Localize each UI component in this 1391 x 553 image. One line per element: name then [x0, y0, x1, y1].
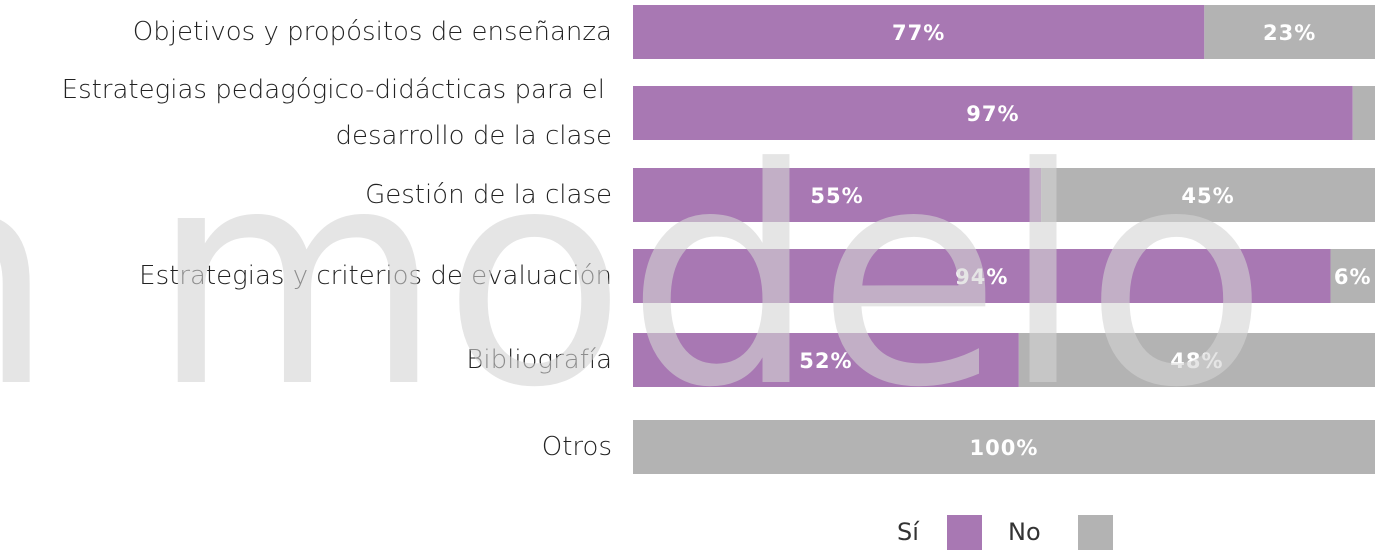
value-label: 45% — [1181, 184, 1234, 208]
category-label: Estrategias pedagógico-didácticas para e… — [62, 75, 605, 105]
category-label: Objetivos y propósitos de enseñanza — [133, 17, 612, 47]
value-label: 6% — [1334, 265, 1372, 289]
value-label: 52% — [799, 349, 852, 373]
bar-segment — [633, 168, 1042, 222]
bar-segment — [1041, 168, 1375, 222]
bar-segment — [1204, 5, 1375, 59]
category-label: Bibliografía — [466, 345, 612, 375]
bar-segment — [633, 86, 1353, 140]
legend-swatch — [1078, 515, 1113, 550]
watermark: n modelo — [0, 104, 1268, 453]
bar-segment — [633, 420, 1375, 474]
legend-swatch — [947, 515, 982, 550]
bar-segment — [633, 5, 1205, 59]
bar-segment — [1330, 249, 1375, 303]
value-label: 97% — [966, 102, 1019, 126]
legend-label: Sí — [897, 518, 920, 546]
category-label: Otros — [542, 432, 612, 462]
value-label: 100% — [970, 436, 1039, 460]
bar-segment — [633, 333, 1019, 387]
legend-label: No — [1008, 518, 1041, 546]
category-label: desarrollo de la clase — [336, 121, 613, 151]
category-label: Estrategias y criterios de evaluación — [139, 261, 612, 291]
bar-segment — [633, 249, 1331, 303]
value-label: 94% — [955, 265, 1008, 289]
bar-segment — [1352, 86, 1375, 140]
value-label: 48% — [1170, 349, 1223, 373]
bar-segment — [1018, 333, 1375, 387]
value-label: 23% — [1263, 21, 1316, 45]
value-label: 55% — [810, 184, 863, 208]
value-label: 77% — [892, 21, 945, 45]
category-label: Gestión de la clase — [365, 180, 612, 210]
